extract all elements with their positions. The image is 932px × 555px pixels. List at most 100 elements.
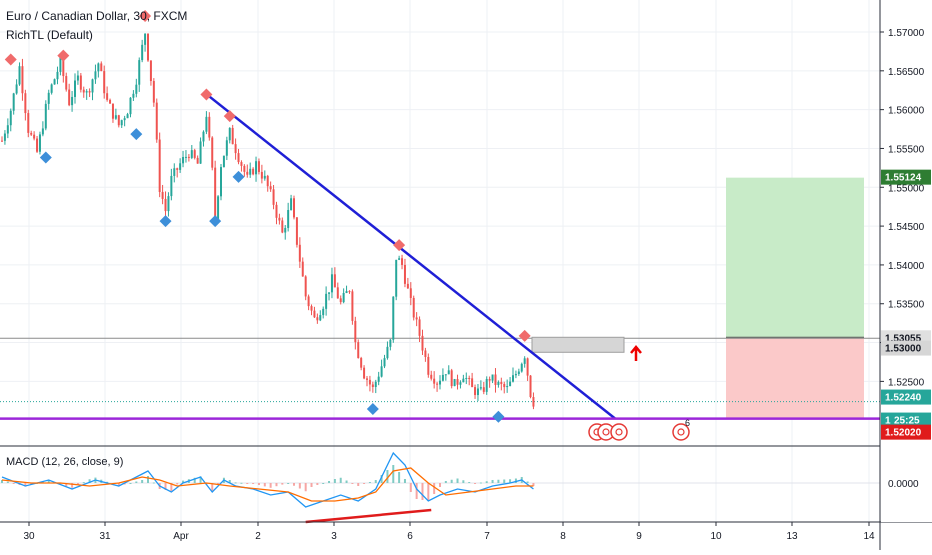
price-levels[interactable] <box>0 336 880 403</box>
macd-histogram-bar <box>123 483 126 485</box>
candle <box>298 237 301 268</box>
candle <box>50 83 53 95</box>
candle <box>222 155 225 168</box>
pivot-low-marker <box>492 410 505 423</box>
candle <box>494 368 497 393</box>
macd-tick-label: 0.0000 <box>888 479 919 490</box>
target-zone[interactable] <box>726 177 864 339</box>
time-tick-label: 13 <box>786 531 798 542</box>
candle <box>293 195 295 220</box>
candle <box>211 136 214 171</box>
candle <box>424 347 427 362</box>
candle <box>471 372 474 388</box>
candle <box>456 374 459 390</box>
candle-body <box>24 93 27 114</box>
macd-histogram-bar <box>491 480 494 483</box>
candle <box>255 156 258 182</box>
candle-body <box>453 379 456 387</box>
candle <box>278 213 281 225</box>
time-tick-label: 30 <box>23 531 35 542</box>
candle-body <box>167 196 170 212</box>
candle-body <box>88 91 91 93</box>
pivot-low-marker <box>39 151 52 164</box>
candle-body <box>409 288 412 298</box>
candle <box>100 61 103 72</box>
candle-body <box>415 317 418 320</box>
candle <box>421 329 424 355</box>
candle <box>503 381 506 394</box>
candle-body <box>371 384 374 388</box>
price-tick-label: 1.53500 <box>888 300 925 311</box>
candle <box>418 316 421 343</box>
position-zones[interactable] <box>726 177 864 419</box>
candle <box>281 217 284 234</box>
macd-histogram-bar <box>351 483 354 484</box>
descending-trendline[interactable] <box>208 95 616 420</box>
signal-ring <box>610 423 628 441</box>
candle <box>249 162 252 178</box>
candle <box>497 380 500 388</box>
macd-histogram-bar <box>479 482 482 484</box>
candle <box>336 282 339 299</box>
candle <box>436 381 439 392</box>
macd-histogram-bar <box>193 477 196 483</box>
candle <box>272 184 275 210</box>
price-tick-label: 1.55500 <box>888 144 925 155</box>
candle-body <box>117 115 120 126</box>
candle-body <box>1 140 3 142</box>
macd-histogram-bar <box>380 475 383 483</box>
stop-zone[interactable] <box>726 338 864 419</box>
candle <box>214 160 217 224</box>
candle-body <box>333 274 336 288</box>
macd-histogram-bar <box>275 483 278 487</box>
candle-body <box>56 71 59 80</box>
macd-histogram-bar <box>117 483 120 486</box>
candle <box>76 70 79 85</box>
candle <box>120 119 123 129</box>
candle-body <box>217 196 220 220</box>
candle-body <box>377 376 380 382</box>
candle-body <box>114 115 117 119</box>
candle <box>368 375 371 392</box>
target-price-badge: 1.55124 <box>885 173 922 184</box>
candle-body <box>512 375 514 382</box>
candle <box>237 148 240 165</box>
candle-body <box>497 382 500 385</box>
drawings[interactable]: 6 <box>0 95 880 441</box>
candle-body <box>284 227 287 233</box>
signal-core <box>677 428 685 436</box>
candle-body <box>3 133 6 141</box>
macd-histogram-bar <box>328 481 331 483</box>
candle <box>383 354 386 369</box>
candle <box>517 368 520 376</box>
divergence-line[interactable] <box>305 508 432 524</box>
candle-body <box>368 379 371 385</box>
macd-histogram-bar <box>76 483 79 485</box>
candle <box>476 383 479 402</box>
support-price-badge-bg <box>881 424 931 440</box>
candle <box>15 79 18 95</box>
candle <box>398 255 401 261</box>
candle-body <box>456 379 459 385</box>
macd-histogram-bar <box>263 483 266 487</box>
candlestick-series[interactable] <box>1 33 535 410</box>
indicator-title[interactable]: RichTL (Default) <box>6 28 93 42</box>
symbol-title[interactable]: Euro / Canadian Dollar, 30, FXCM <box>6 9 188 23</box>
candle <box>252 167 255 176</box>
macd-histogram-bar <box>88 479 91 483</box>
candle <box>117 114 120 128</box>
candle-body <box>196 157 199 164</box>
macd-title[interactable]: MACD (12, 26, close, 9) <box>6 456 124 468</box>
pivot-low-marker <box>130 128 143 141</box>
macd-pane[interactable] <box>0 445 880 524</box>
macd-histogram-bar <box>415 483 418 499</box>
candle-body <box>474 387 477 396</box>
candle-body <box>222 155 225 168</box>
candle <box>228 127 231 144</box>
candle-body <box>450 370 453 387</box>
candle <box>44 100 47 131</box>
candle <box>74 73 76 104</box>
